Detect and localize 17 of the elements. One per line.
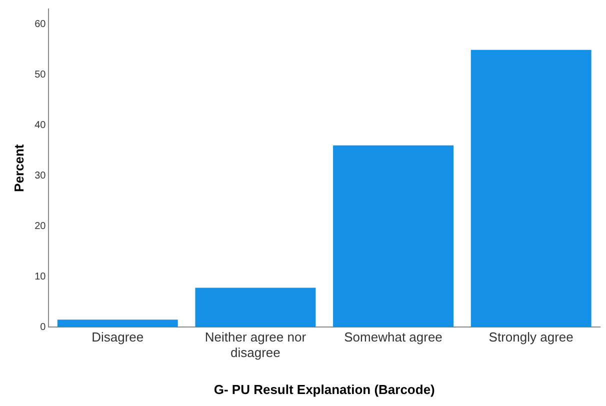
y-tick-label: 30 [34,170,46,182]
y-tick-label: 50 [34,69,46,80]
x-tick-label: Strongly agree [488,330,574,345]
y-tick-label: 10 [34,271,46,282]
x-tick-label: Neither agree nor disagree [204,330,307,360]
bar [470,50,592,328]
y-tick-label: 20 [34,220,46,232]
y-tick-label: 0 [40,322,46,333]
x-tick-label: Somewhat agree [344,330,442,345]
x-axis-title: G- PU Result Explanation (Barcode) [214,382,435,397]
x-tick-label: Disagree [92,330,144,345]
y-tick-label: 60 [34,18,46,30]
y-tick-label: 40 [34,120,46,131]
bar [195,288,316,328]
bar [333,145,454,328]
bar [57,320,178,328]
y-axis-title: Percent [11,144,26,192]
